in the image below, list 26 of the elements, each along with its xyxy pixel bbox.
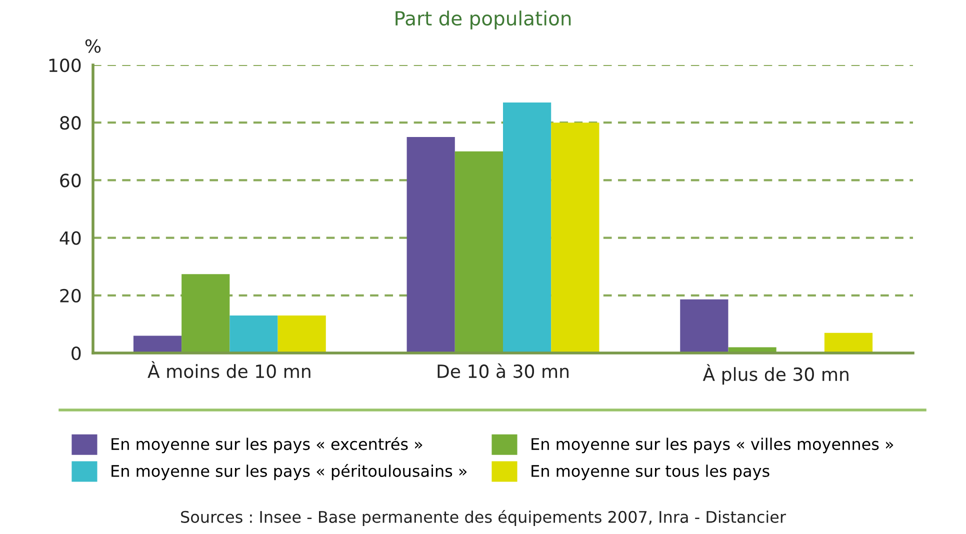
bar: [278, 316, 326, 353]
legend-label: En moyenne sur les pays « excentrés »: [112, 437, 422, 454]
bar: [680, 299, 728, 353]
bar: [133, 336, 182, 353]
source-note: Sources : Insee - Base permanente des équipements 2007, Inra - Distancier: [181, 510, 786, 526]
y-tick-label: 80: [60, 116, 81, 130]
x-tick-label: À plus de 30 mn: [702, 364, 848, 385]
y-axis-title: %: [85, 39, 101, 53]
y-tick-label: 60: [60, 174, 81, 188]
bar: [454, 151, 503, 353]
bar: [503, 102, 552, 353]
x-tick-label: À moins de 10 mn: [148, 361, 310, 378]
x-tick-label: De 10 à 30 mn: [438, 363, 568, 378]
legend-label: En moyenne sur les pays « villes moyennes »: [532, 438, 894, 454]
bar: [182, 274, 230, 353]
chart-title: Part de population: [396, 10, 571, 30]
y-tick-label: 40: [60, 231, 81, 245]
legend-label: En moyenne sur les pays « péritoulousains »: [112, 464, 467, 480]
bar: [230, 316, 278, 353]
bar: [824, 332, 873, 353]
y-tick-label: 20: [60, 288, 81, 303]
bar: [551, 122, 600, 353]
bar: [406, 137, 455, 353]
legend-label: En moyenne sur tous les pays: [532, 464, 770, 480]
y-tick-label: 100: [49, 58, 81, 72]
y-tick-label: 0: [72, 346, 81, 360]
